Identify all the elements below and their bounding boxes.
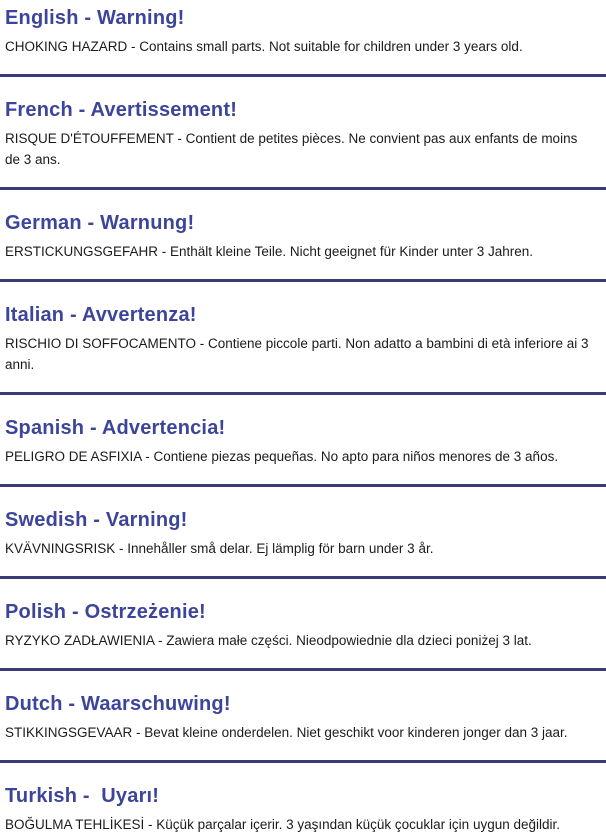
- section-heading-italian: Italian - Avvertenza!: [5, 304, 197, 326]
- warning-section-polish: Polish - Ostrzeżenie! RYZYKO ZADŁAWIENIA…: [0, 600, 606, 651]
- section-divider: [0, 74, 606, 77]
- section-divider: [0, 484, 606, 487]
- warning-section-german: German - Warnung! ERSTICKUNGSGEFAHR - En…: [0, 211, 606, 262]
- section-body-english: CHOKING HAZARD - Contains small parts. N…: [5, 39, 523, 54]
- section-body-german: ERSTICKUNGSGEFAHR - Enthält kleine Teile…: [5, 244, 533, 259]
- section-divider: [0, 576, 606, 579]
- section-body-turkish: BOĞULMA TEHLİKESİ - Küçük parçalar içeri…: [5, 817, 561, 832]
- section-heading-spanish: Spanish - Advertencia!: [5, 417, 226, 439]
- section-heading-polish: Polish - Ostrzeżenie!: [5, 601, 206, 623]
- warning-section-swedish: Swedish - Varning! KVÄVNINGSRISK - Inneh…: [0, 508, 606, 559]
- section-divider: [0, 187, 606, 190]
- section-heading-english: English - Warning!: [5, 7, 185, 29]
- warning-section-english: English - Warning! CHOKING HAZARD - Cont…: [0, 6, 606, 57]
- section-body-dutch: STIKKINGSGEVAAR - Bevat kleine onderdele…: [5, 725, 568, 740]
- warning-section-turkish: Turkish - Uyarı! BOĞULMA TEHLİKESİ - Küç…: [0, 784, 606, 835]
- section-body-spanish: PELIGRO DE ASFIXIA - Contiene piezas peq…: [5, 449, 559, 464]
- warning-section-french: French - Avertissement! RISQUE D'ÉTOUFFE…: [0, 98, 606, 170]
- section-divider: [0, 668, 606, 671]
- section-body-french: RISQUE D'ÉTOUFFEMENT - Contient de petit…: [5, 131, 578, 167]
- section-heading-german: German - Warnung!: [5, 212, 195, 234]
- section-heading-swedish: Swedish - Varning!: [5, 509, 188, 531]
- section-divider: [0, 392, 606, 395]
- section-divider: [0, 279, 606, 282]
- warning-section-italian: Italian - Avvertenza! RISCHIO DI SOFFOCA…: [0, 303, 606, 375]
- section-heading-turkish: Turkish - Uyarı!: [5, 785, 160, 807]
- warning-section-dutch: Dutch - Waarschuwing! STIKKINGSGEVAAR - …: [0, 692, 606, 743]
- section-body-italian: RISCHIO DI SOFFOCAMENTO - Contiene picco…: [5, 336, 589, 372]
- section-body-polish: RYZYKO ZADŁAWIENIA - Zawiera małe części…: [5, 633, 532, 648]
- section-heading-french: French - Avertissement!: [5, 99, 238, 121]
- section-heading-dutch: Dutch - Waarschuwing!: [5, 693, 231, 715]
- section-body-swedish: KVÄVNINGSRISK - Innehåller små delar. Ej…: [5, 541, 434, 556]
- section-divider: [0, 760, 606, 763]
- warning-section-spanish: Spanish - Advertencia! PELIGRO DE ASFIXI…: [0, 416, 606, 467]
